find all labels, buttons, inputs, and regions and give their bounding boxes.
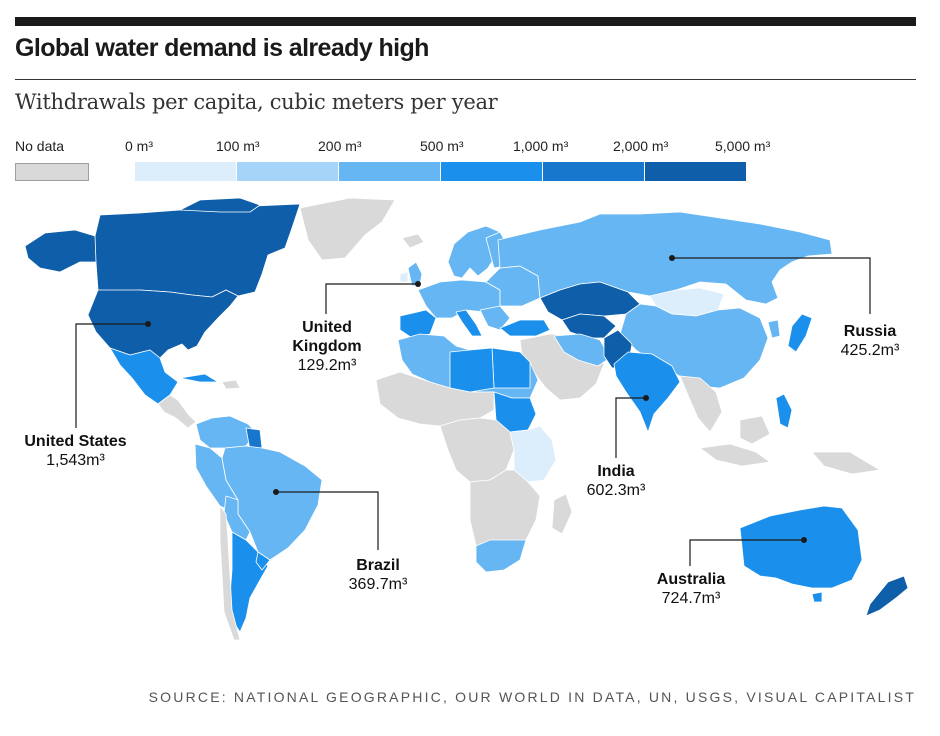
callout-value: 724.7m³ [661,590,721,607]
balkans-region [479,305,511,331]
hispaniola-region [221,379,241,390]
callout-country-name: United States [24,433,127,450]
spain-region [399,309,437,339]
callout-australia: Australia 724.7m³ [648,570,734,608]
top-rule [15,17,916,26]
callout-value: 602.3m³ [586,482,646,499]
legend-color-scale [135,162,746,181]
callout-country-name: Russia [843,323,897,340]
southeast-asia-region [679,375,723,433]
caribbean-region [179,373,219,383]
central-africa-region [439,417,515,483]
east-africa-region [509,425,557,483]
new-zealand-region [865,575,909,617]
greenland-region [299,197,396,261]
callout-country-name: Brazil [356,557,400,574]
callout-value: 1,543m³ [46,452,105,469]
callout-russia: Russia 425.2m³ [830,322,910,360]
chart-subtitle: Withdrawals per capita, cubic meters per… [15,90,498,114]
legend-break-label: 2,000 m³ [613,138,669,154]
title-rule [15,79,916,80]
us-leader-line [75,323,148,428]
philippines-region [775,393,793,429]
uk-leader-line [325,283,418,314]
callout-value: 425.2m³ [840,342,900,359]
australia-marker [801,537,807,543]
legend-break-label: 5,000 m³ [715,138,771,154]
uk-marker [415,281,421,287]
canada-region [94,203,301,298]
callout-united-states: United States 1,543m³ [18,432,133,470]
legend-break-label: 200 m³ [318,138,362,154]
japan-region [787,313,813,353]
legend-break-label: 500 m³ [420,138,464,154]
india-leader-line [615,397,646,458]
legend-no-data-label: No data [15,138,65,154]
legend-break-label: 1,000 m³ [513,138,569,154]
callout-united-kingdom: United Kingdom 129.2m³ [282,318,372,375]
turkey-region [499,319,551,337]
australia-region [739,505,863,589]
callout-value: 129.2m³ [297,357,357,374]
legend-step [237,162,339,181]
russia-marker [669,255,675,261]
legend-step [543,162,645,181]
legend-step [339,162,441,181]
source-note: SOURCE: NATIONAL GEOGRAPHIC, OUR WORLD I… [148,689,916,705]
brazil-marker [273,489,279,495]
tasmania-region [811,591,823,603]
sahel-region [449,347,495,393]
iran-region [553,333,611,367]
new-guinea-region [811,451,881,475]
callout-country-name: Kingdom [292,338,362,355]
legend-break-label: 0 m³ [125,138,153,154]
arctic-islands-region [179,197,261,213]
italy-region [455,309,483,337]
callout-brazil: Brazil 369.7m³ [338,556,418,594]
russia-leader-line [672,257,871,314]
legend-break-label: 100 m³ [216,138,260,154]
chart-title: Global water demand is already high [15,34,429,62]
legend-no-data-swatch [15,163,89,181]
alaska-region [24,229,101,273]
india-marker [643,395,649,401]
australia-leader-line [689,539,804,566]
uruguay-region [255,551,271,571]
south-africa-region [475,539,527,573]
callout-country-name: India [597,463,635,480]
us-marker [145,321,151,327]
brazil-leader-line [276,491,379,550]
legend-step [135,162,237,181]
world-map [24,197,909,641]
central-america-region [157,394,197,429]
borneo-region [739,415,771,445]
mexico-region [109,347,179,405]
callout-country-name: United [302,319,352,336]
callout-india: India 602.3m³ [576,462,656,500]
korea-region [767,319,781,339]
ireland-region [399,271,409,283]
indonesia-region [699,443,771,467]
united-kingdom-region [407,261,423,287]
chile-region [219,505,241,641]
west-africa-region [375,371,495,427]
legend-step [441,162,543,181]
brazil-region [221,445,323,561]
callout-country-name: Australia [656,571,726,588]
central-asia-region [561,313,617,339]
iceland-region [401,233,425,249]
madagascar-region [551,493,573,535]
legend-step [645,162,746,181]
callout-value: 369.7m³ [348,576,408,593]
india-region [613,351,681,433]
